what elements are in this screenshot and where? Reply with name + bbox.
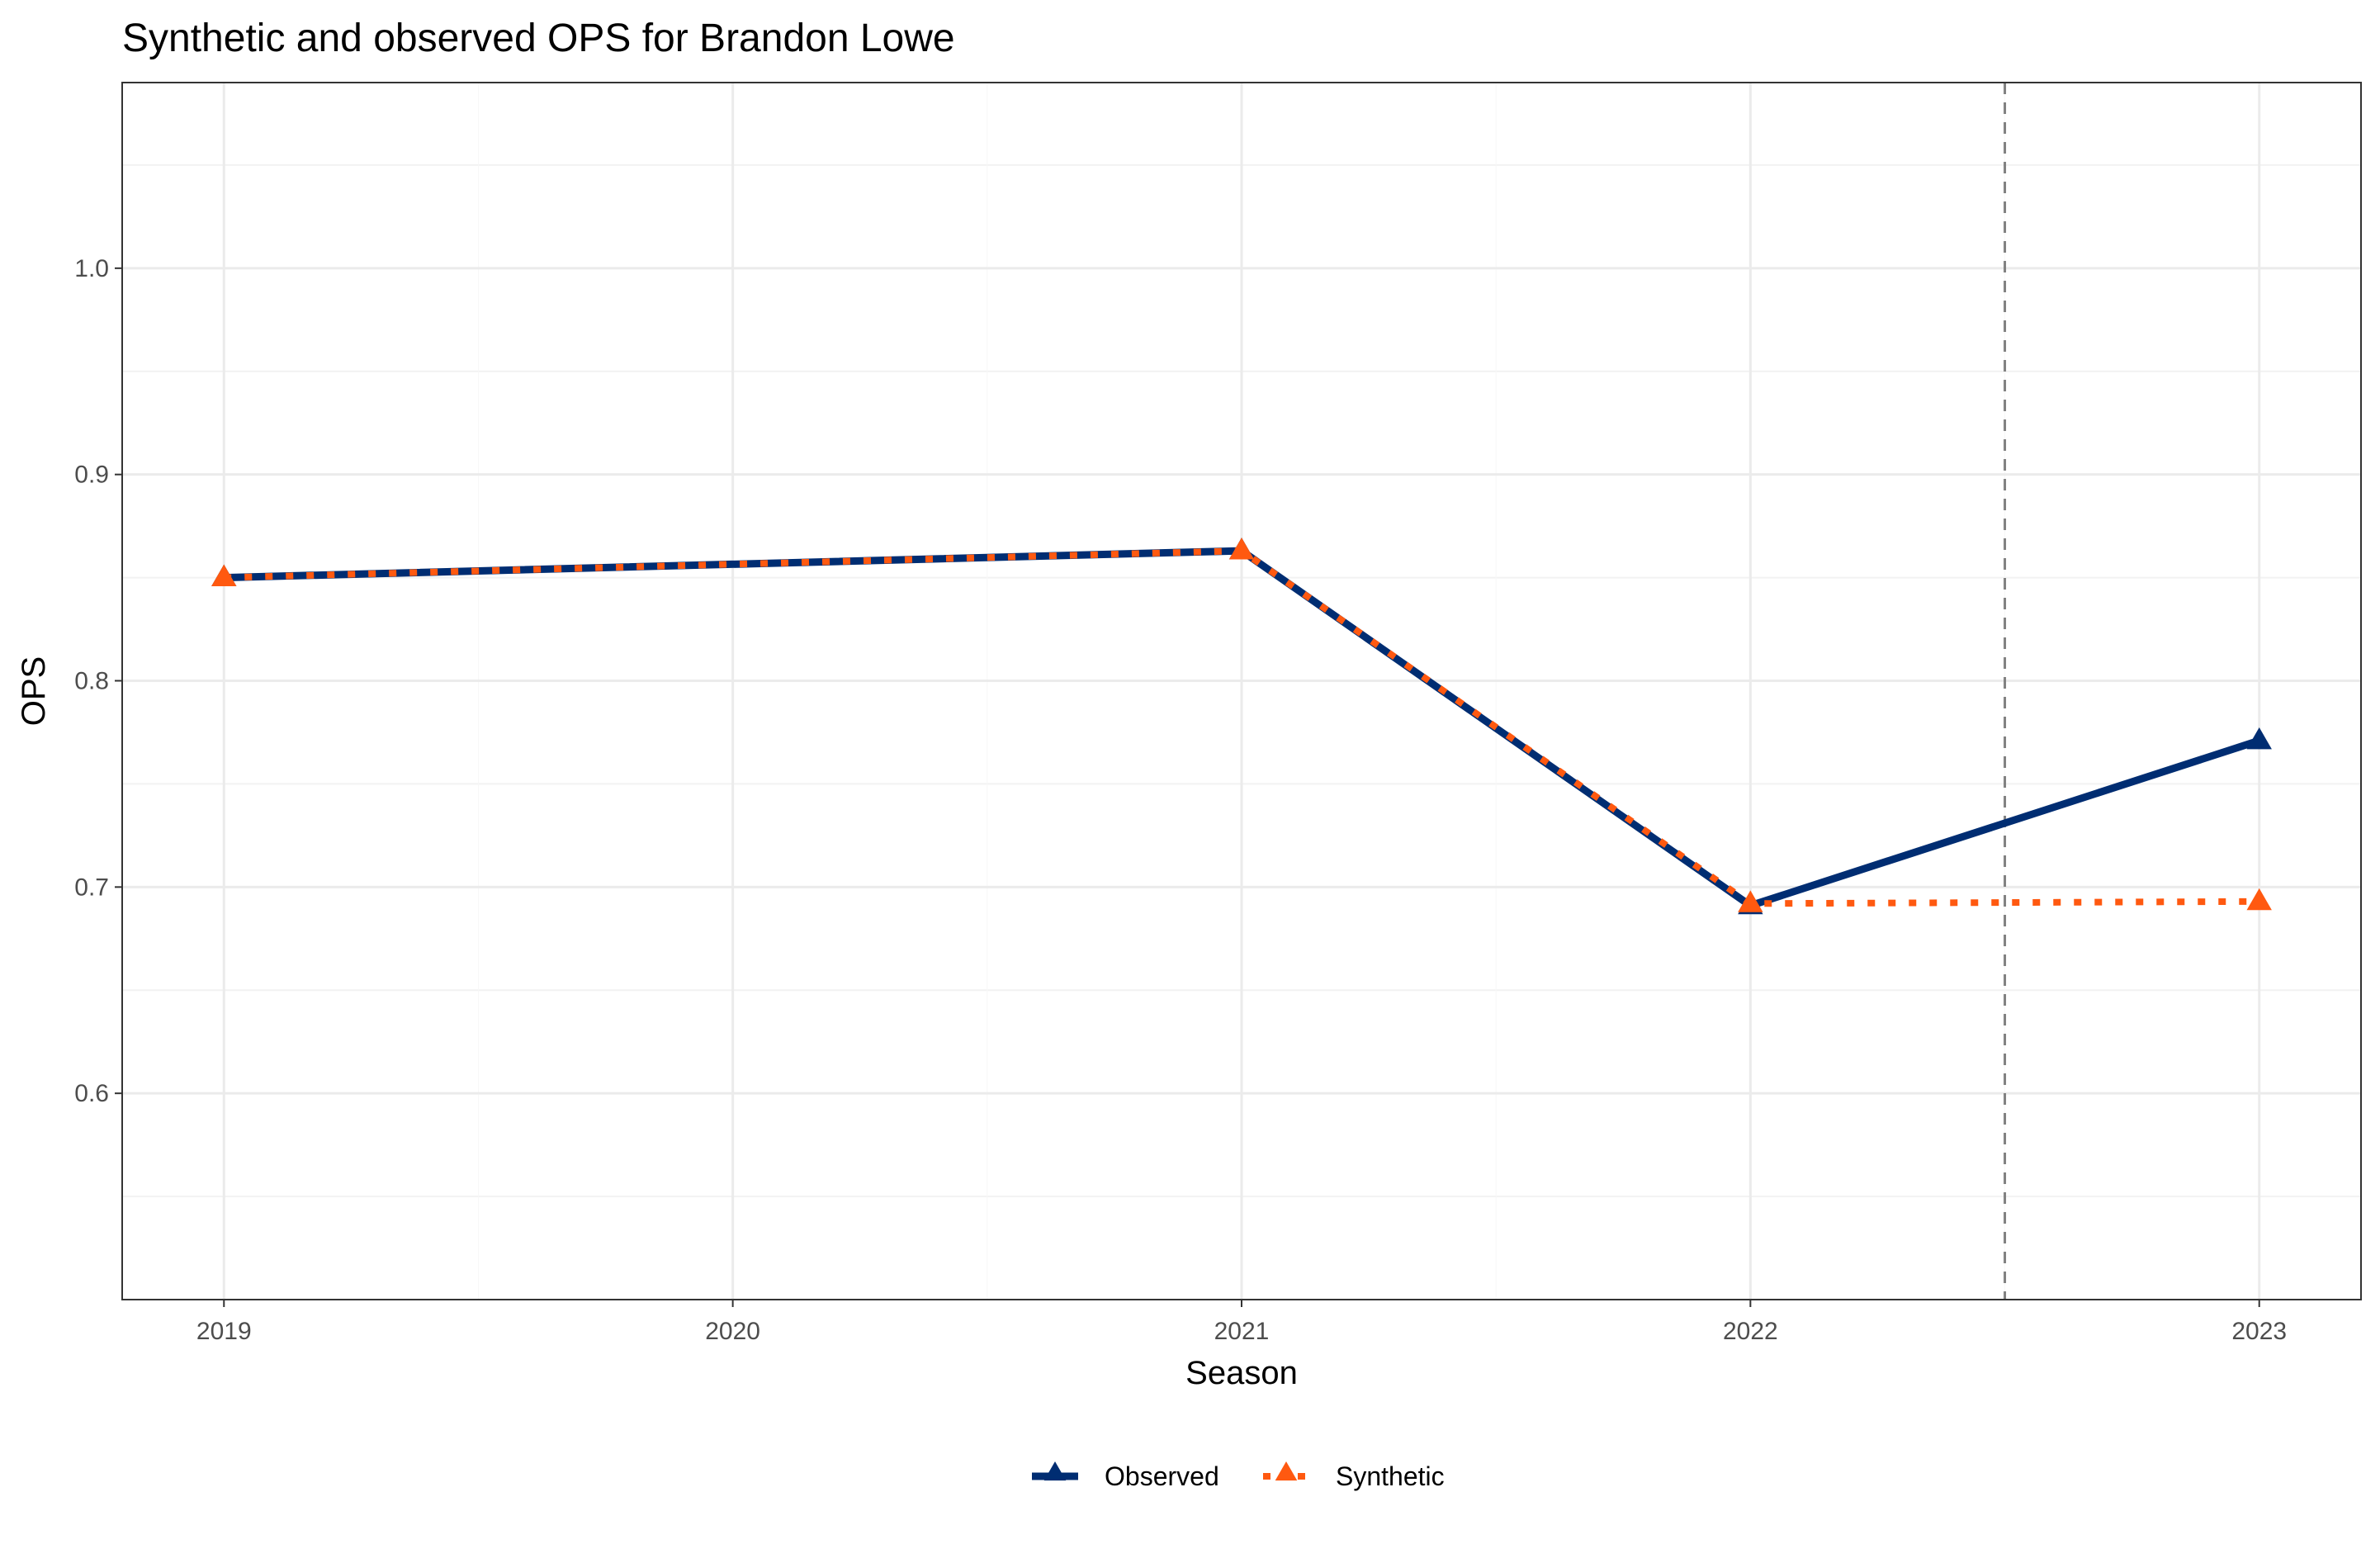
- chart-title: Synthetic and observed OPS for Brandon L…: [122, 17, 955, 60]
- marker-synthetic: [1228, 538, 1255, 560]
- y-axis-ticks: 0.6 0.7 0.8 0.9 1.0: [74, 255, 122, 1107]
- major-gridlines: [122, 83, 2361, 1300]
- x-axis-title: Season: [1185, 1355, 1298, 1391]
- series-line-synthetic: [224, 547, 2259, 907]
- legend: Observed Synthetic: [1032, 1461, 1445, 1491]
- legend-label-synthetic: Synthetic: [1336, 1461, 1445, 1491]
- legend-key-marker-synthetic: [1275, 1461, 1298, 1481]
- y-tick-label: 0.6: [74, 1080, 109, 1107]
- marker-observed: [2246, 727, 2272, 750]
- series-lines: [220, 547, 2264, 910]
- y-tick-label: 1.0: [74, 255, 109, 282]
- marker-synthetic: [211, 564, 237, 586]
- x-tick-label: 2022: [1723, 1318, 1778, 1345]
- x-tick-label: 2019: [196, 1318, 252, 1345]
- legend-key-marker-observed: [1043, 1461, 1067, 1481]
- y-axis-title: OPS: [16, 656, 52, 726]
- x-axis-ticks: 2019 2020 2021 2022 2023: [196, 1300, 2287, 1345]
- legend-label-observed: Observed: [1105, 1461, 1219, 1491]
- y-tick-label: 0.9: [74, 462, 109, 489]
- y-tick-label: 0.7: [74, 874, 109, 901]
- series-markers: [211, 538, 2272, 915]
- x-tick-label: 2021: [1214, 1318, 1270, 1345]
- marker-synthetic: [2246, 888, 2272, 911]
- x-tick-label: 2020: [705, 1318, 760, 1345]
- marker-synthetic: [1738, 890, 1763, 912]
- y-tick-label: 0.8: [74, 668, 109, 695]
- x-tick-label: 2023: [2231, 1318, 2287, 1345]
